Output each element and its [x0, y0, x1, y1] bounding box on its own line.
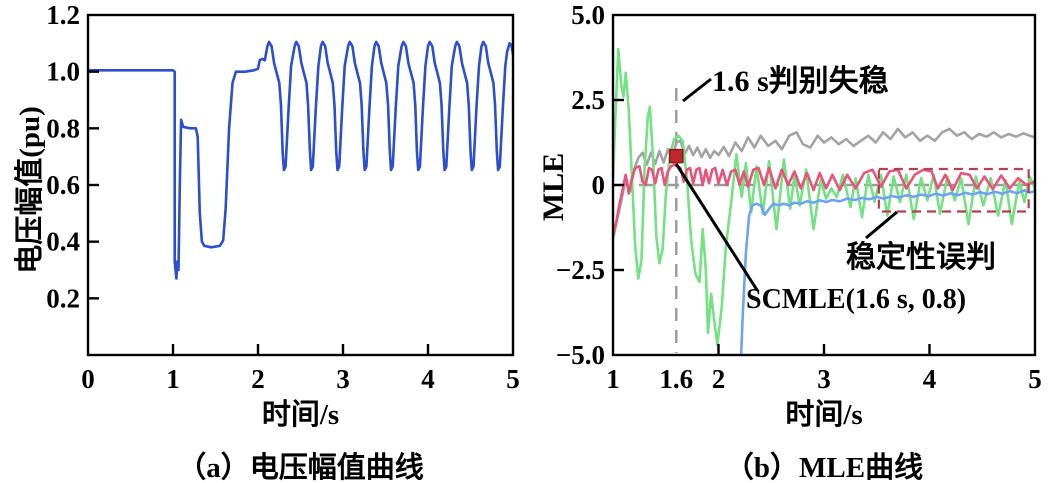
annotation-misjudge-label: 稳定性误判 — [846, 241, 996, 274]
right-y-axis-title: MLE — [537, 152, 570, 222]
x-tick-label: 2 — [712, 364, 726, 394]
annotation-instability-label: 1.6 s判别失稳 — [712, 65, 889, 98]
x-tick-label: 4 — [923, 364, 937, 394]
y-tick-label: 0 — [592, 170, 606, 200]
misjudge-callout-line — [865, 210, 898, 240]
y-tick-label: 1.0 — [46, 57, 80, 87]
instability-callout-line — [682, 77, 712, 103]
plot-frame — [86, 13, 515, 357]
x-tick-label: 1.6 — [659, 364, 693, 394]
y-tick-label: −5.0 — [556, 340, 605, 370]
y-tick-label: 0.8 — [46, 113, 80, 143]
y-tick-label: 5.0 — [571, 0, 605, 30]
x-tick-label: 2 — [251, 364, 265, 394]
x-tick-label: 5 — [1028, 364, 1042, 394]
x-tick-label: 3 — [817, 364, 831, 394]
y-tick-label: 0.4 — [46, 227, 80, 257]
x-tick-label: 0 — [81, 364, 95, 394]
voltage-magnitude-curve — [88, 40, 513, 280]
misjudge-dashed-box — [877, 167, 1030, 213]
y-tick-label: 1.2 — [46, 0, 80, 30]
scmle-callout-line — [675, 163, 759, 291]
y-tick-label: 0.6 — [46, 170, 80, 200]
mle-green-curve — [613, 47, 1035, 347]
mle-blue-curve — [739, 189, 1035, 355]
left-x-axis-title: 时间/s — [261, 399, 340, 431]
caption-b: （b）MLE曲线 — [724, 452, 924, 483]
mle-pink-curve — [613, 163, 1035, 236]
y-tick-label: −2.5 — [556, 255, 605, 285]
scmle-point-marker — [669, 148, 684, 164]
y-tick-label: 0.2 — [46, 283, 80, 313]
x-tick-label: 5 — [506, 364, 520, 394]
left-y-axis-title: 电压幅值(pu) — [14, 106, 46, 274]
x-tick-label: 4 — [421, 364, 435, 394]
x-tick-label: 1 — [166, 364, 180, 394]
caption-a: （a）电压幅值曲线 — [177, 452, 424, 483]
x-tick-label: 3 — [336, 364, 350, 394]
mle-gray-curve — [613, 127, 1035, 241]
y-tick-label: 2.5 — [571, 85, 605, 115]
x-tick-label: 1 — [606, 364, 620, 394]
right-x-axis-title: 时间/s — [785, 399, 863, 431]
annotation-scmle-label: SCMLE(1.6 s, 0.8) — [746, 284, 967, 315]
